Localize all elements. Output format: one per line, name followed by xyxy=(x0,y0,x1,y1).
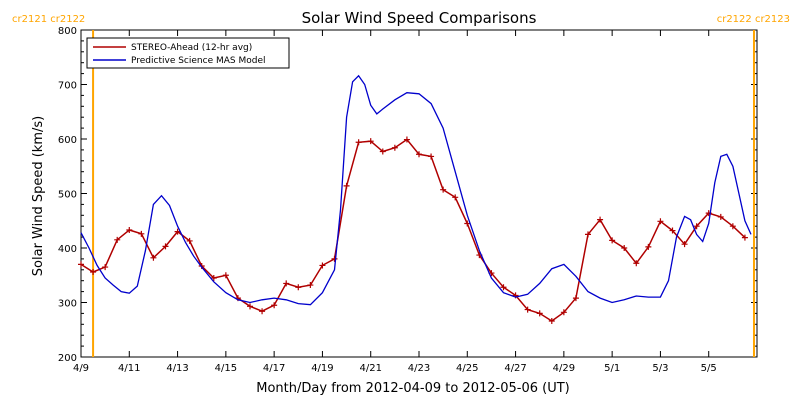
data-point-marker xyxy=(609,237,616,244)
x-tick-label: 5/1 xyxy=(604,363,620,374)
x-tick-label: 5/5 xyxy=(701,363,717,374)
data-point-marker xyxy=(452,194,459,201)
data-point-marker xyxy=(102,264,109,271)
data-point-marker xyxy=(585,231,591,238)
data-point-marker xyxy=(138,230,145,237)
data-point-marker xyxy=(536,310,543,317)
plot-frame xyxy=(80,29,758,358)
data-point-marker xyxy=(222,272,229,279)
legend-label-mas: Predictive Science MAS Model xyxy=(131,56,266,66)
carrington-marker-label: cr2121 cr2122 xyxy=(12,14,85,25)
x-tick-label: 4/19 xyxy=(311,363,333,374)
data-point-marker xyxy=(717,213,724,220)
x-tick-label: 4/11 xyxy=(118,363,140,374)
data-point-marker xyxy=(500,284,507,291)
x-tick-label: 4/13 xyxy=(166,363,188,374)
data-point-marker xyxy=(669,227,676,234)
y-tick-label: 400 xyxy=(58,244,77,255)
data-point-marker xyxy=(548,318,555,325)
data-point-marker xyxy=(247,303,253,310)
data-point-marker xyxy=(597,216,604,223)
x-tick-label: 4/29 xyxy=(553,363,575,374)
data-point-marker xyxy=(391,144,398,151)
data-point-marker xyxy=(186,237,193,244)
data-point-marker xyxy=(210,274,217,281)
y-axis-label: Solar Wind Speed (km/s) xyxy=(31,116,46,276)
data-point-marker xyxy=(283,280,290,287)
data-point-marker xyxy=(560,309,567,316)
y-tick-label: 200 xyxy=(58,353,77,364)
series-line-1 xyxy=(80,74,752,306)
data-point-marker xyxy=(440,186,447,193)
data-point-marker xyxy=(524,306,531,313)
data-point-marker xyxy=(621,245,628,251)
data-point-marker xyxy=(464,220,471,227)
data-point-marker xyxy=(126,227,133,234)
data-point-marker xyxy=(162,243,169,250)
y-tick-label: 800 xyxy=(58,26,77,37)
y-tick-label: 500 xyxy=(58,190,77,201)
data-point-marker xyxy=(645,243,652,250)
data-point-marker xyxy=(78,261,84,268)
data-point-marker xyxy=(681,241,688,248)
data-point-marker xyxy=(259,308,266,315)
x-tick-label: 4/17 xyxy=(263,363,285,374)
y-tick-label: 600 xyxy=(58,135,77,146)
x-tick-label: 4/15 xyxy=(215,363,237,374)
data-point-marker xyxy=(150,254,157,261)
data-point-marker xyxy=(343,182,350,189)
chart-title: Solar Wind Speed Comparisons xyxy=(302,9,537,27)
legend: STEREO-Ahead (12-hr avg) Predictive Scie… xyxy=(86,37,290,69)
data-point-marker xyxy=(428,153,435,160)
data-point-marker xyxy=(416,151,422,158)
y-tick-label: 300 xyxy=(58,299,77,310)
data-point-marker xyxy=(114,236,121,243)
data-point-marker xyxy=(693,223,700,230)
series-line-0 xyxy=(80,138,746,322)
data-point-marker xyxy=(355,139,362,146)
data-point-marker xyxy=(271,302,278,309)
x-tick-label: 4/27 xyxy=(504,363,526,374)
x-tick-label: 4/25 xyxy=(456,363,478,374)
x-tick-label: 5/3 xyxy=(652,363,668,374)
data-point-marker xyxy=(657,218,664,225)
x-tick-label: 4/23 xyxy=(408,363,430,374)
data-point-marker xyxy=(403,136,410,143)
data-point-marker xyxy=(633,260,640,267)
y-tick-label: 700 xyxy=(58,81,77,92)
data-point-marker xyxy=(729,223,736,230)
data-point-marker xyxy=(741,234,748,241)
x-tick-label: 4/9 xyxy=(73,363,89,374)
data-point-marker xyxy=(379,148,386,155)
data-point-marker xyxy=(90,268,97,275)
data-point-marker xyxy=(307,282,314,289)
data-point-marker xyxy=(572,295,579,302)
legend-label-stereo: STEREO-Ahead (12-hr avg) xyxy=(131,43,252,53)
x-axis-label: Month/Day from 2012-04-09 to 2012-05-06 … xyxy=(256,381,569,396)
data-point-marker xyxy=(319,262,326,269)
data-point-marker xyxy=(295,284,302,291)
data-point-marker xyxy=(367,138,374,145)
x-tick-label: 4/21 xyxy=(359,363,381,374)
legend-box xyxy=(86,37,290,69)
data-point-marker xyxy=(331,255,338,262)
carrington-marker-label: cr2122 cr2123 xyxy=(717,14,790,25)
